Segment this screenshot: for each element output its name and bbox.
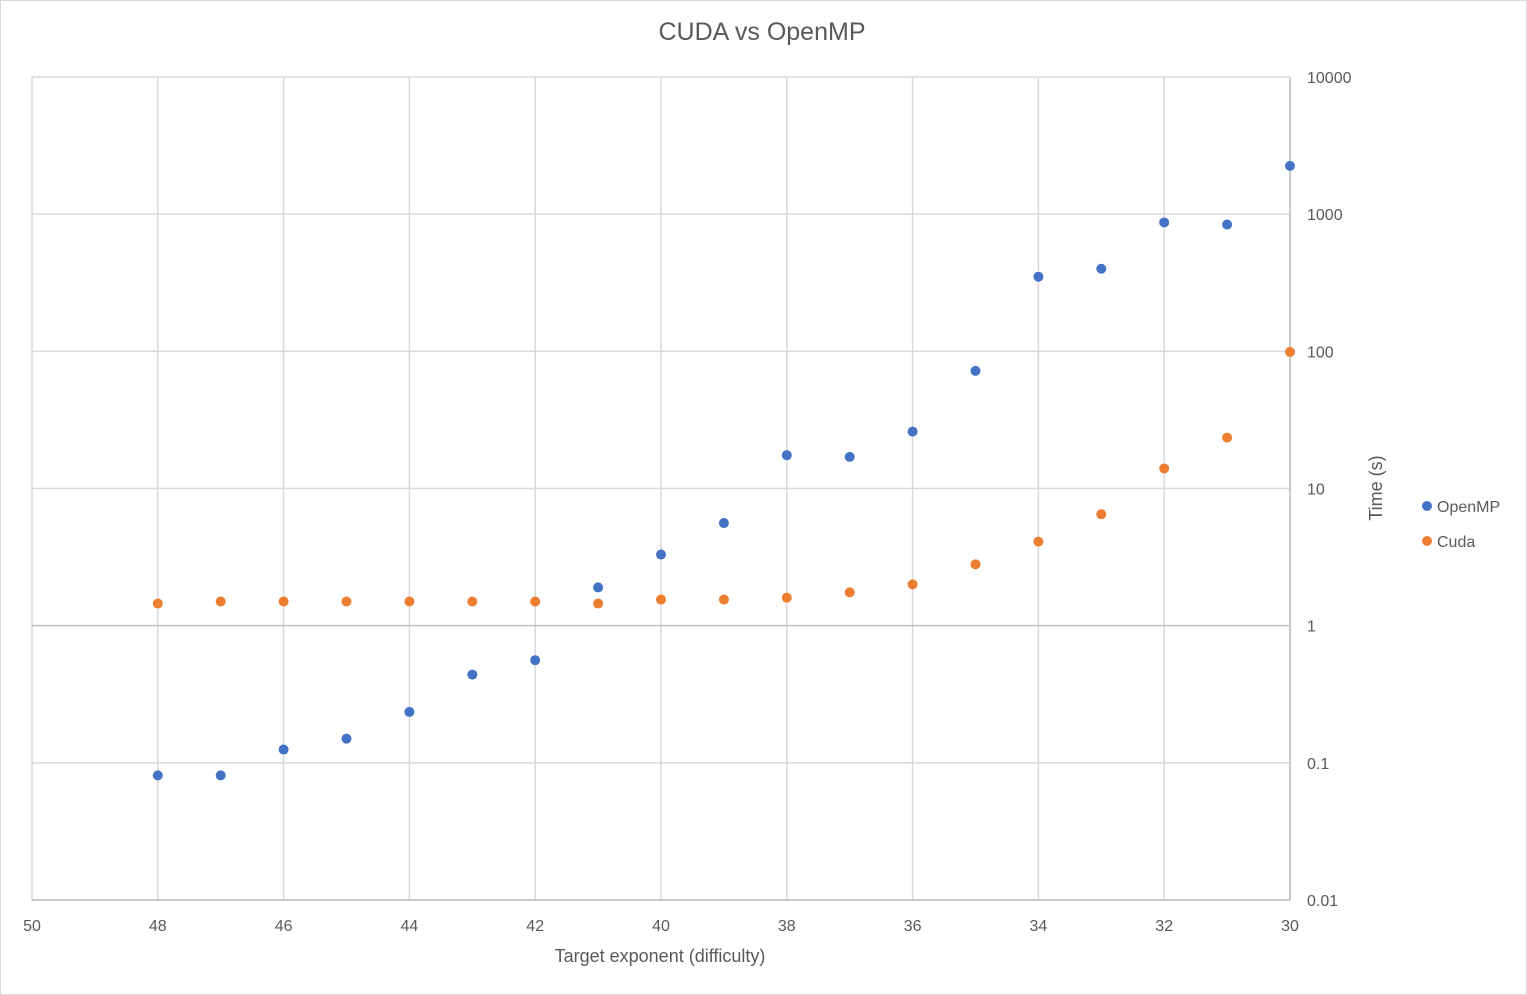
x-tick-label: 36 — [904, 918, 922, 935]
data-point-cuda — [467, 596, 478, 607]
legend-marker-cuda — [1422, 536, 1432, 546]
data-points — [152, 160, 1295, 781]
data-point-openmp — [718, 518, 729, 529]
data-point-cuda — [907, 579, 918, 590]
y-tick-label: 10 — [1307, 482, 1325, 499]
data-point-cuda — [844, 587, 855, 598]
x-tick-label: 34 — [1030, 918, 1048, 935]
data-point-openmp — [593, 582, 604, 593]
x-axis-title: Target exponent (difficulty) — [555, 946, 766, 966]
data-point-openmp — [530, 655, 541, 666]
data-point-openmp — [215, 770, 226, 781]
legend-marker-openmp — [1422, 501, 1432, 511]
data-point-cuda — [1096, 509, 1107, 520]
chart-title: CUDA vs OpenMP — [658, 18, 865, 46]
data-point-openmp — [970, 365, 981, 376]
x-tick-label: 30 — [1281, 918, 1299, 935]
y-tick-label: 1 — [1307, 619, 1316, 636]
data-point-openmp — [781, 450, 792, 461]
data-point-openmp — [656, 549, 666, 560]
x-tick-label: 46 — [275, 918, 293, 935]
data-point-cuda — [404, 596, 415, 607]
data-point-openmp — [1159, 217, 1170, 228]
data-point-cuda — [593, 598, 604, 609]
x-tick-label: 50 — [23, 918, 41, 935]
data-point-cuda — [1285, 346, 1295, 357]
x-axis-tick-labels: 50 48 46 44 42 40 38 36 34 32 30 — [23, 918, 1299, 935]
y-tick-label: 100 — [1307, 344, 1334, 361]
data-point-cuda — [152, 598, 163, 609]
y-axis-title: Time (s) — [1366, 455, 1386, 520]
data-point-cuda — [278, 596, 289, 607]
data-point-openmp — [1096, 263, 1107, 274]
series-openmp — [152, 160, 1295, 781]
data-point-cuda — [656, 594, 666, 605]
y-tick-label: 0.01 — [1307, 893, 1338, 910]
x-tick-label: 44 — [401, 918, 419, 935]
data-point-openmp — [1033, 271, 1044, 282]
x-tick-label: 32 — [1155, 918, 1173, 935]
legend: OpenMP Cuda — [1422, 499, 1500, 551]
y-axis-tick-labels: 0.01 0.1 1 10 100 1000 10000 — [1307, 70, 1352, 910]
data-point-openmp — [844, 451, 855, 462]
data-point-cuda — [718, 594, 729, 605]
data-point-openmp — [404, 706, 415, 717]
x-tick-label: 42 — [526, 918, 544, 935]
y-tick-label: 0.1 — [1307, 756, 1329, 773]
data-point-openmp — [152, 770, 163, 781]
data-point-cuda — [1033, 536, 1044, 547]
data-point-openmp — [278, 744, 289, 755]
x-tick-label: 38 — [778, 918, 796, 935]
axes — [32, 77, 1291, 901]
legend-label-openmp: OpenMP — [1437, 499, 1500, 516]
data-point-cuda — [341, 596, 352, 607]
data-point-cuda — [530, 596, 541, 607]
data-point-cuda — [1159, 463, 1170, 474]
data-point-cuda — [781, 592, 792, 603]
data-point-cuda — [1222, 432, 1233, 443]
legend-label-cuda: Cuda — [1437, 534, 1475, 551]
data-point-openmp — [341, 733, 352, 744]
x-tick-label: 40 — [652, 918, 670, 935]
series-cuda — [152, 346, 1295, 609]
data-point-openmp — [467, 669, 478, 680]
y-tick-label: 10000 — [1307, 70, 1352, 87]
data-point-openmp — [1222, 219, 1233, 230]
data-point-cuda — [970, 559, 981, 570]
x-tick-label: 48 — [149, 918, 167, 935]
data-point-openmp — [907, 426, 918, 437]
data-point-cuda — [215, 596, 226, 607]
data-point-openmp — [1285, 160, 1295, 171]
y-tick-label: 1000 — [1307, 207, 1343, 224]
